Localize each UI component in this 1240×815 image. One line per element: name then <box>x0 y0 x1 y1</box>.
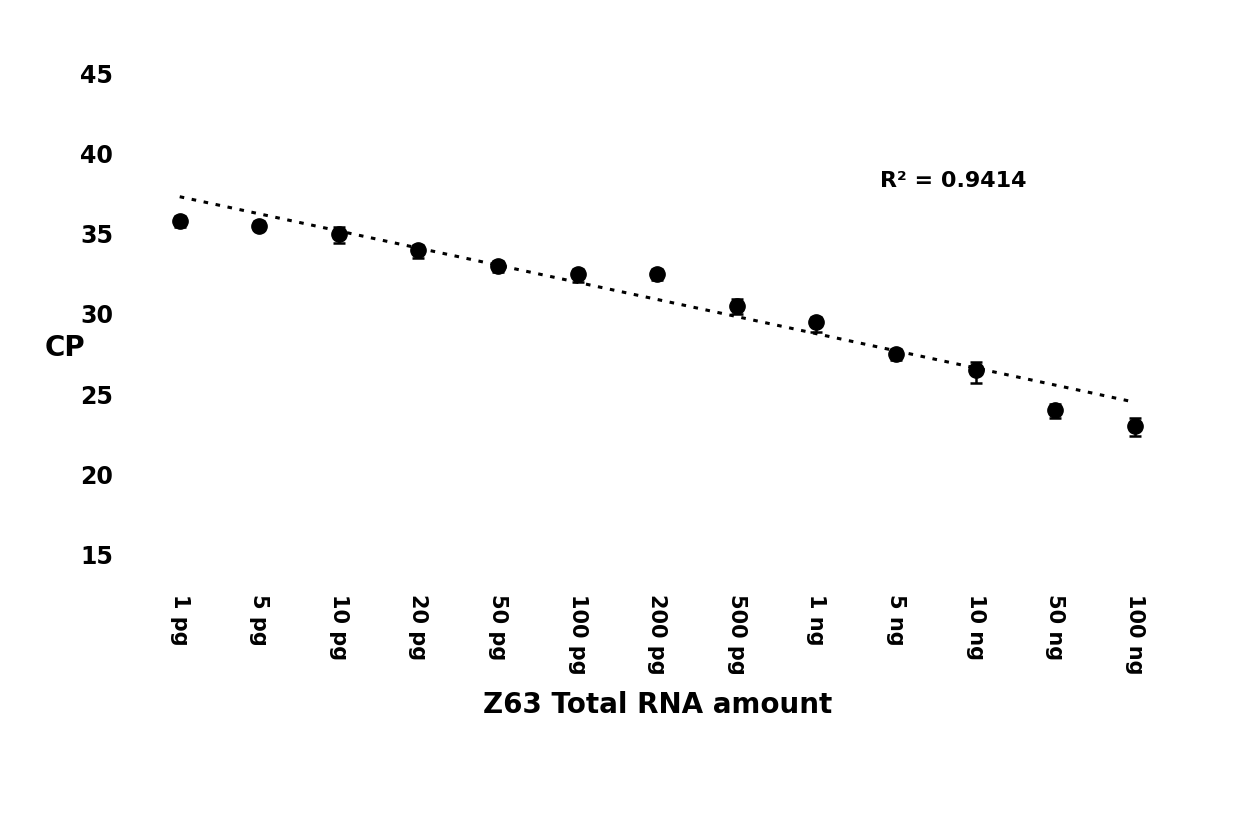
X-axis label: Z63 Total RNA amount: Z63 Total RNA amount <box>482 691 832 719</box>
Y-axis label: CP: CP <box>45 334 86 363</box>
Text: R² = 0.9414: R² = 0.9414 <box>880 170 1027 191</box>
